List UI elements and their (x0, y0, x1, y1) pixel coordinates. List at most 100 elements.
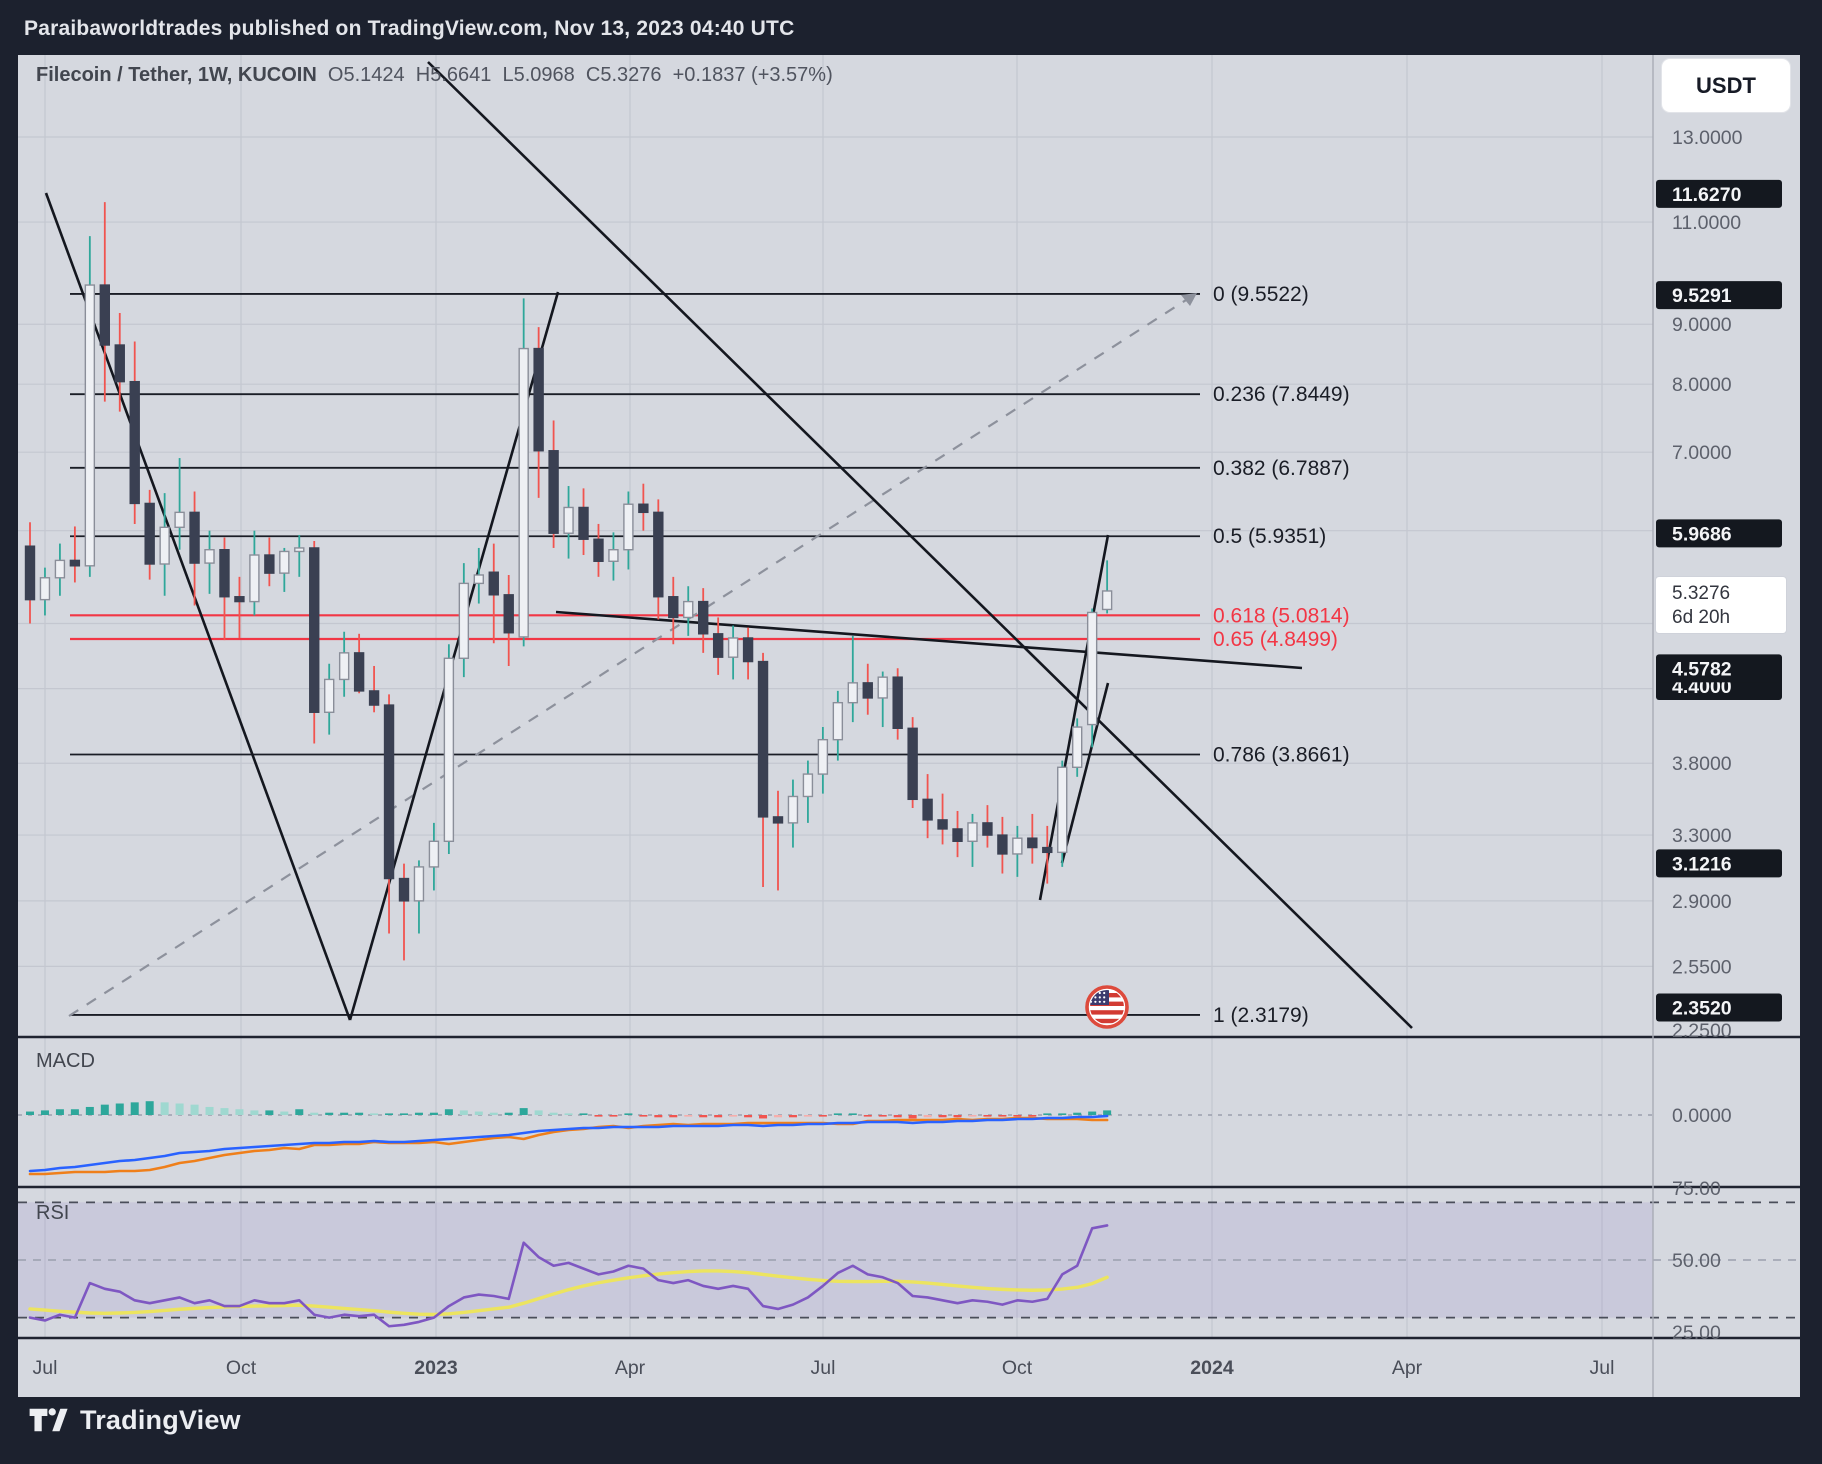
macd-histogram-bar (818, 1115, 827, 1117)
time-axis-label-Jul[interactable]: Jul (1590, 1357, 1615, 1379)
candle-body (892, 676, 903, 729)
macd-histogram-bar (534, 1110, 543, 1115)
macd-histogram-bar (100, 1104, 109, 1115)
publish-bar: Paraibaworldtrades published on TradingV… (0, 0, 1822, 55)
macd-histogram-bar (669, 1115, 678, 1118)
price-badge: 9.5291 (1672, 285, 1732, 307)
trendline-rally-line-2[interactable] (1060, 682, 1110, 864)
candle-body (727, 637, 739, 658)
candle-body (443, 657, 455, 842)
bar-countdown: 6d 20h (1672, 607, 1731, 628)
macd-histogram-bar (355, 1112, 364, 1115)
macd-histogram-bar (190, 1104, 199, 1115)
macd-histogram-bar (370, 1113, 379, 1115)
trendline-rally-line-1[interactable] (1038, 534, 1110, 901)
dashed-extension-line[interactable] (68, 292, 1198, 1017)
macd-histogram-bar (40, 1110, 49, 1115)
trendline-long-downtrend[interactable] (427, 61, 1413, 1029)
macd-histogram-bar (459, 1110, 468, 1115)
ohlc-spacer2 (662, 64, 673, 86)
macd-histogram-bar (564, 1113, 573, 1115)
macd-histogram-bar (729, 1115, 738, 1117)
price-badge-bg (1656, 993, 1782, 1022)
macd-histogram-bar (744, 1115, 753, 1118)
fib-level-label: 0.382 (6.7887) (1213, 457, 1350, 480)
macd-histogram-bar (788, 1115, 797, 1118)
trendline-v-left[interactable] (44, 192, 352, 1021)
time-axis-label-Oct[interactable]: Oct (226, 1357, 257, 1379)
macd-histogram-bar (654, 1115, 663, 1118)
candle-body (129, 380, 140, 505)
candle-body (84, 284, 96, 567)
macd-histogram-bar (70, 1109, 79, 1115)
time-axis-label-Apr[interactable]: Apr (1392, 1357, 1423, 1379)
time-axis-label-2023[interactable]: 2023 (414, 1357, 458, 1379)
time-axis-label-Jul[interactable]: Jul (33, 1357, 58, 1379)
currency-toggle-button[interactable]: USDT (1662, 59, 1790, 112)
macd-histogram-bar (310, 1112, 319, 1115)
macd-histogram-bar (130, 1102, 139, 1115)
symbol-header[interactable]: Filecoin / Tether, 1W, KUCOIN O5.1424 H5… (36, 64, 833, 87)
candle-body (877, 676, 888, 699)
macd-histogram-bar (160, 1102, 169, 1115)
candle-body (294, 547, 305, 553)
candle-body (1057, 766, 1068, 854)
candle-body (832, 701, 844, 741)
rsi-axis-label: 50.00 (1672, 1250, 1721, 1272)
candle-body (862, 682, 873, 699)
candle-body (1027, 837, 1038, 849)
price-badge-bg (1656, 179, 1782, 208)
macd-histogram-bar (609, 1115, 618, 1117)
candle-body (952, 828, 963, 842)
price-axis-label: 8.0000 (1672, 374, 1732, 396)
candle-body (249, 554, 260, 603)
candle-body (772, 816, 784, 824)
macd-histogram-bar (699, 1115, 708, 1118)
macd-histogram-bar (983, 1115, 992, 1117)
flag-star (1098, 1000, 1101, 1003)
candle-body (24, 545, 36, 601)
candle-body (1012, 837, 1023, 855)
macd-histogram-bar (639, 1115, 648, 1117)
candle-body (668, 596, 679, 619)
candle-body (114, 344, 125, 383)
candle-body (473, 574, 484, 585)
time-axis-label-2024[interactable]: 2024 (1190, 1357, 1234, 1379)
candle-body (922, 798, 933, 821)
candle-body (99, 284, 111, 346)
price-badge: 5.9686 (1672, 523, 1732, 545)
tradingview-logo-icon (29, 1408, 68, 1432)
candle-body (757, 660, 769, 818)
candle-body (533, 347, 544, 452)
macd-pane-label[interactable]: MACD (36, 1050, 95, 1072)
price-badge: 11.6270 (1672, 184, 1742, 206)
candle-body (69, 559, 81, 567)
macd-histogram-bar (1058, 1113, 1067, 1115)
candle-body (368, 690, 380, 706)
candle-body (428, 840, 440, 868)
candle-body (712, 633, 724, 658)
macd-histogram-bar (848, 1113, 857, 1115)
rsi-ma-line (28, 1269, 1109, 1317)
macd-histogram-bar (1073, 1112, 1082, 1115)
flag-stripe (1090, 1010, 1124, 1015)
price-badge: 2.3520 (1672, 998, 1732, 1020)
time-axis-label-Apr[interactable]: Apr (615, 1357, 646, 1379)
tradingview-logo[interactable]: TradingView (28, 1402, 241, 1438)
trendline-flat-resistance[interactable] (555, 610, 1303, 670)
publish-text: Paraibaworldtrades published on TradingV… (24, 17, 795, 40)
time-axis-label-Jul[interactable]: Jul (811, 1357, 836, 1379)
rsi-pane-label[interactable]: RSI (36, 1202, 70, 1224)
current-price-label: 5.3276 6d 20h (1655, 576, 1787, 634)
candle-body (383, 704, 395, 880)
price-badge-bg (1656, 519, 1782, 548)
price-axis-label: 3.3000 (1672, 825, 1732, 847)
price-axis-label: 3.8000 (1672, 753, 1732, 775)
macd-histogram-bar (280, 1111, 289, 1115)
macd-histogram-bar (1013, 1115, 1022, 1117)
time-axis-label-Oct[interactable]: Oct (1002, 1357, 1033, 1379)
macd-histogram-bar (325, 1112, 334, 1115)
candle-body (997, 834, 1008, 855)
macd-histogram-bar (863, 1115, 872, 1117)
